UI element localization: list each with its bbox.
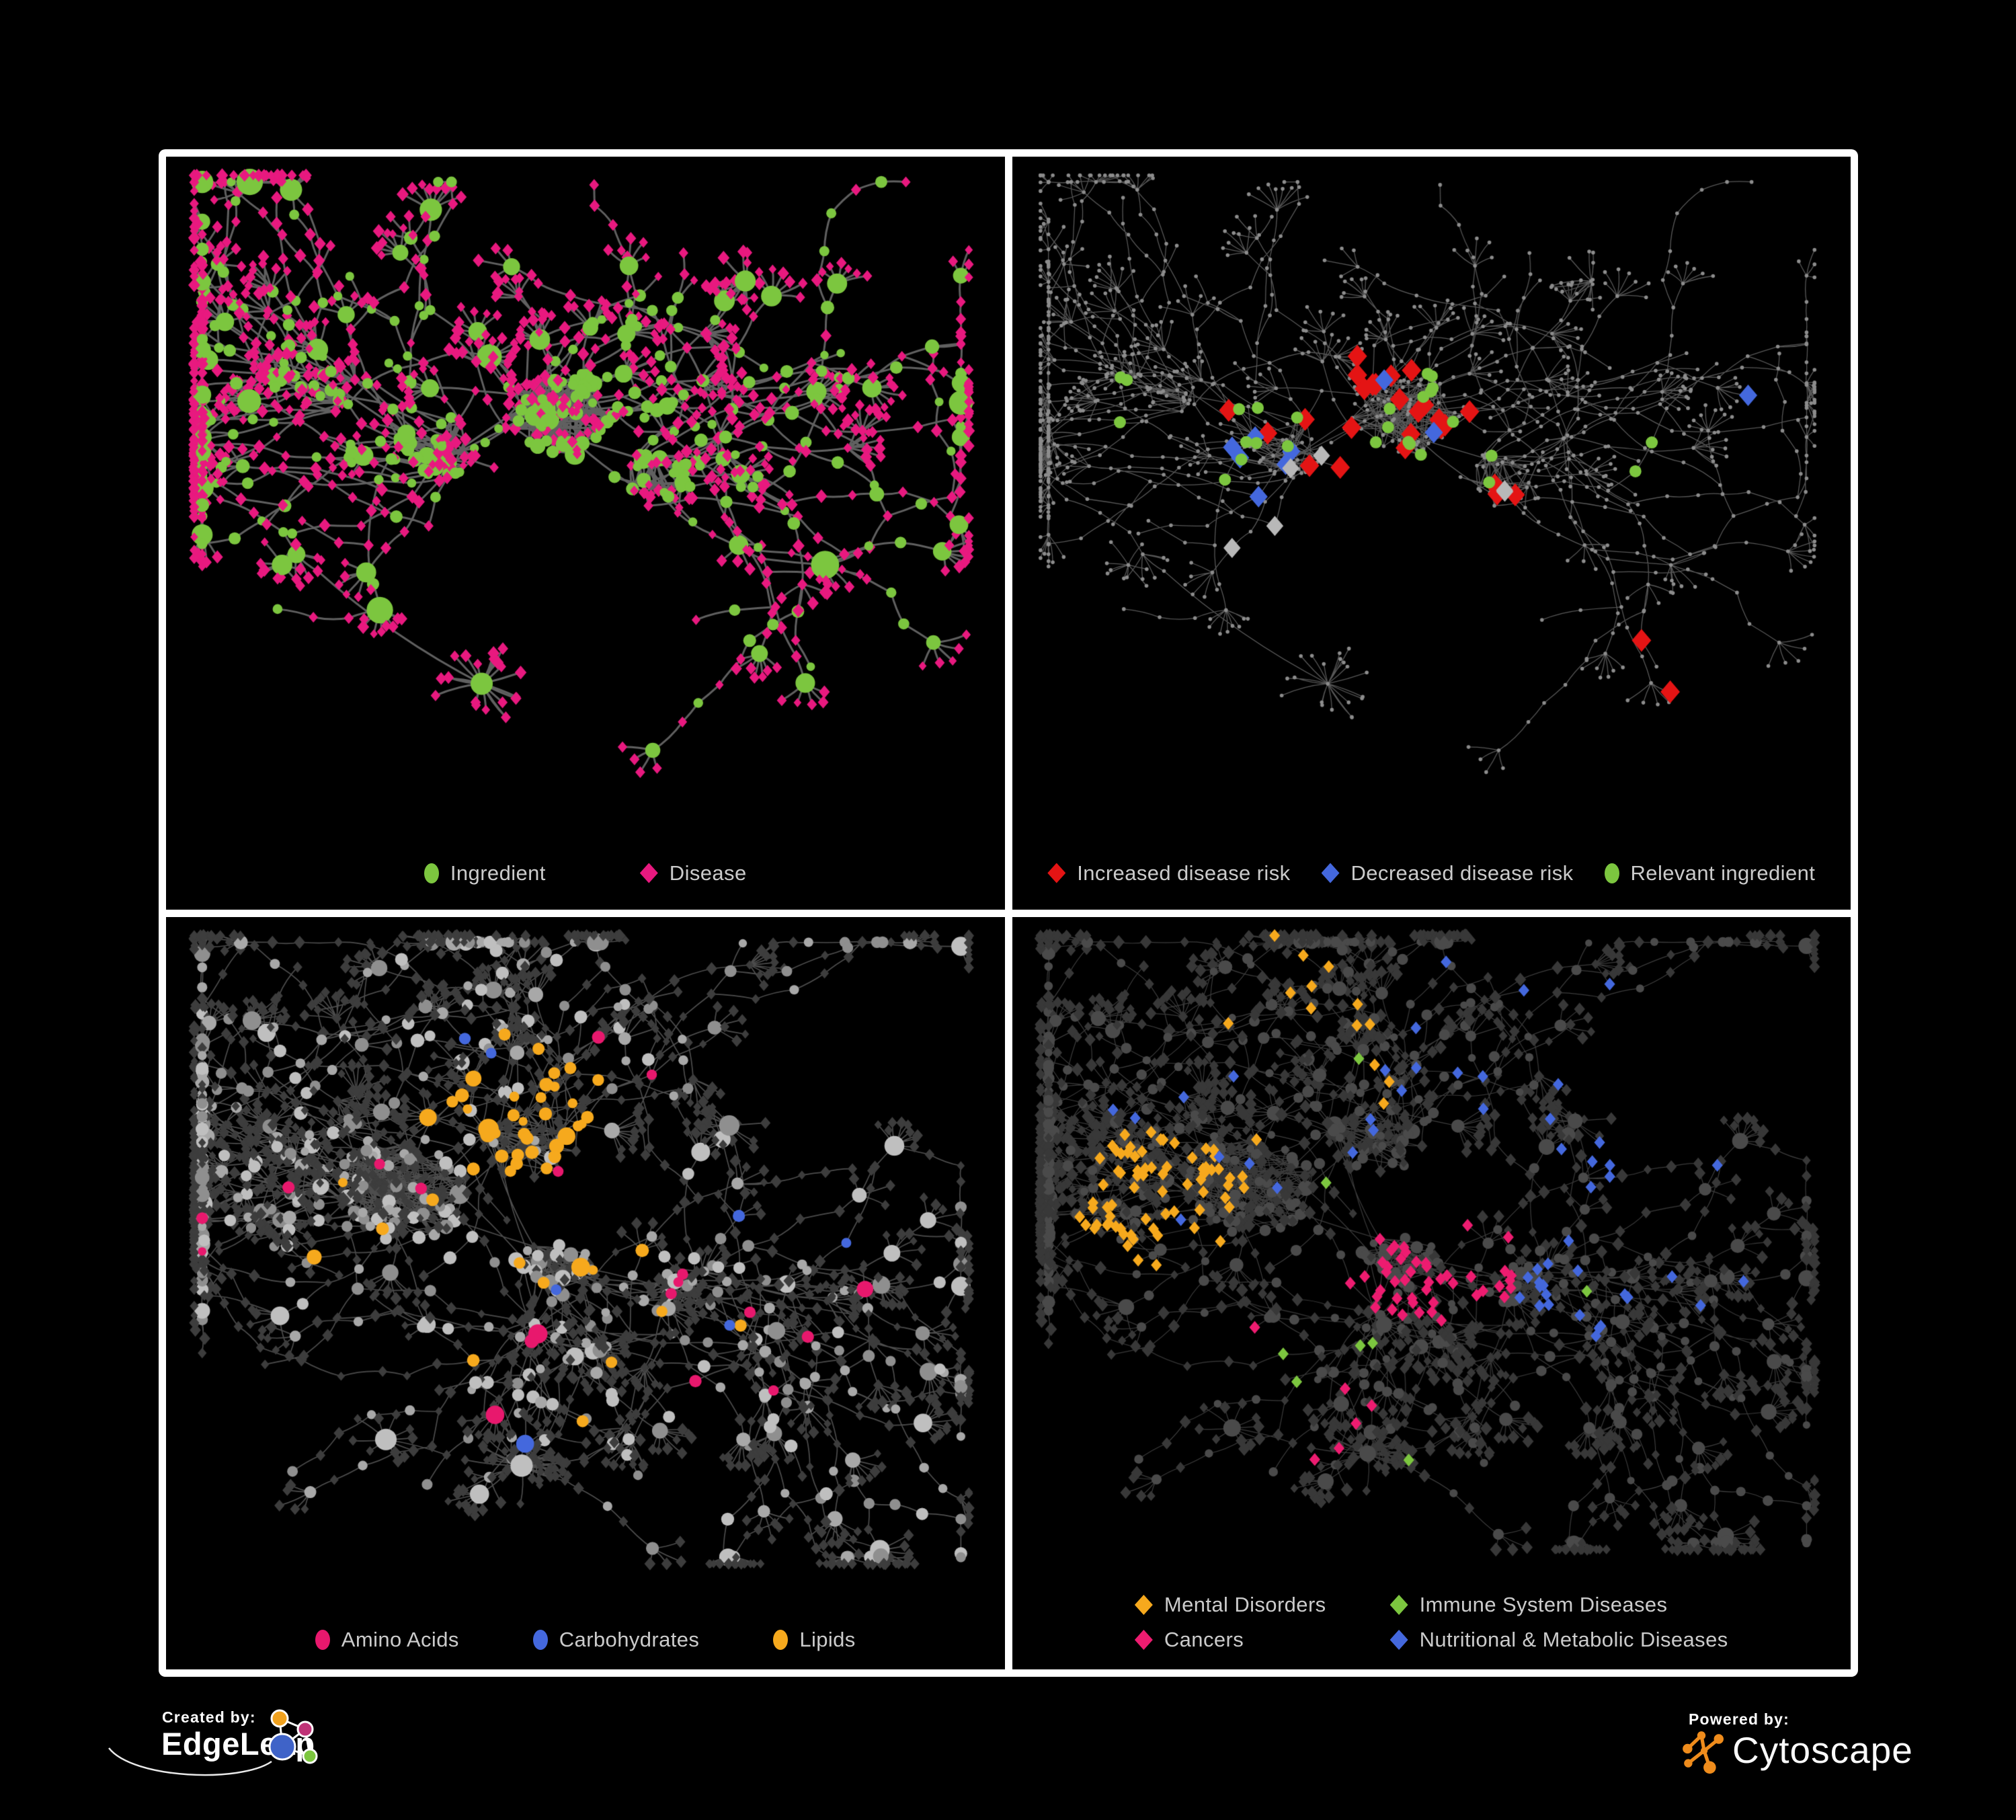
panels-grid: Ingredient Disease Increased disease ris… [159,149,1858,1677]
legend-ingredient-disease: Ingredient Disease [166,861,1005,885]
legend-disease-risk: Increased disease risk Decreased disease… [1012,861,1851,885]
network-canvas-nutrient-classes [166,916,1005,1669]
legend-item-ingredient: Ingredient [424,861,546,885]
cytoscape-logo-row: Cytoscape [1679,1728,1913,1774]
legend-label: Immune System Diseases [1419,1593,1668,1616]
panel-disease-risk: Increased disease risk Decreased disease… [1012,157,1851,910]
legend-item-mental-disorders: Mental Disorders [1134,1593,1326,1617]
nutritional-metabolic-marker-icon [1389,1630,1408,1650]
legend-item-relevant-ingredient: Relevant ingredient [1604,861,1816,885]
amino-acids-marker-icon [315,1630,330,1650]
legend-item-disease: Disease [639,861,747,885]
legend-disease-classes: Mental Disorders Immune System Diseases … [1012,1593,1851,1652]
legend-label: Amino Acids [341,1628,459,1651]
legend-label: Increased disease risk [1077,861,1291,885]
legend-item-lipids: Lipids [773,1628,855,1652]
network-canvas-disease-risk [1012,157,1851,910]
carbohydrates-marker-icon [532,1630,548,1650]
disease-marker-icon [639,863,658,883]
edgeleap-node-blue [268,1733,296,1761]
legend-item-immune-diseases: Immune System Diseases [1389,1593,1728,1617]
immune-diseases-marker-icon [1389,1595,1408,1615]
legend-item-decreased-risk: Decreased disease risk [1321,861,1574,885]
legend-label: Decreased disease risk [1350,861,1574,885]
cytoscape-logo-icon [1683,1731,1724,1774]
cancers-marker-icon [1134,1630,1153,1650]
legend-label: Disease [669,861,747,885]
legend-item-amino-acids: Amino Acids [315,1628,459,1652]
relevant-ingredient-marker-icon [1604,863,1619,883]
edgeleap-node-magenta [296,1720,314,1738]
panel-ingredient-disease: Ingredient Disease [166,157,1005,910]
cytoscape-brand-text: Cytoscape [1732,1729,1913,1771]
lipids-marker-icon [773,1630,789,1650]
legend-label: Nutritional & Metabolic Diseases [1419,1628,1728,1651]
legend-nutrient-classes: Amino Acids Carbohydrates Lipids [166,1628,1005,1652]
mental-disorders-marker-icon [1134,1595,1153,1615]
edgeleap-node-orange [270,1709,289,1728]
decreased-risk-marker-icon [1321,863,1340,883]
legend-label: Cancers [1164,1628,1244,1651]
created-by-label: Created by: [162,1708,256,1726]
legend-label: Carbohydrates [559,1628,700,1651]
legend-label: Relevant ingredient [1630,861,1816,885]
edgeleap-logo-icon [108,1709,318,1776]
legend-item-nutritional-metabolic: Nutritional & Metabolic Diseases [1389,1628,1728,1652]
powered-by-label: Powered by: [1689,1710,1789,1728]
increased-risk-marker-icon [1047,863,1066,883]
legend-label: Ingredient [450,861,546,885]
panel-disease-classes: Mental Disorders Immune System Diseases … [1012,916,1851,1669]
network-canvas-disease-classes [1012,916,1851,1669]
legend-item-increased-risk: Increased disease risk [1047,861,1290,885]
network-canvas-ingredient-disease [166,157,1005,910]
legend-label: Lipids [799,1628,856,1651]
legend-item-carbohydrates: Carbohydrates [532,1628,700,1652]
edgeleap-node-green [302,1748,318,1764]
legend-item-cancers: Cancers [1134,1628,1326,1652]
legend-label: Mental Disorders [1164,1593,1326,1616]
ingredient-marker-icon [424,863,439,883]
panel-nutrient-classes: Amino Acids Carbohydrates Lipids [166,916,1005,1669]
